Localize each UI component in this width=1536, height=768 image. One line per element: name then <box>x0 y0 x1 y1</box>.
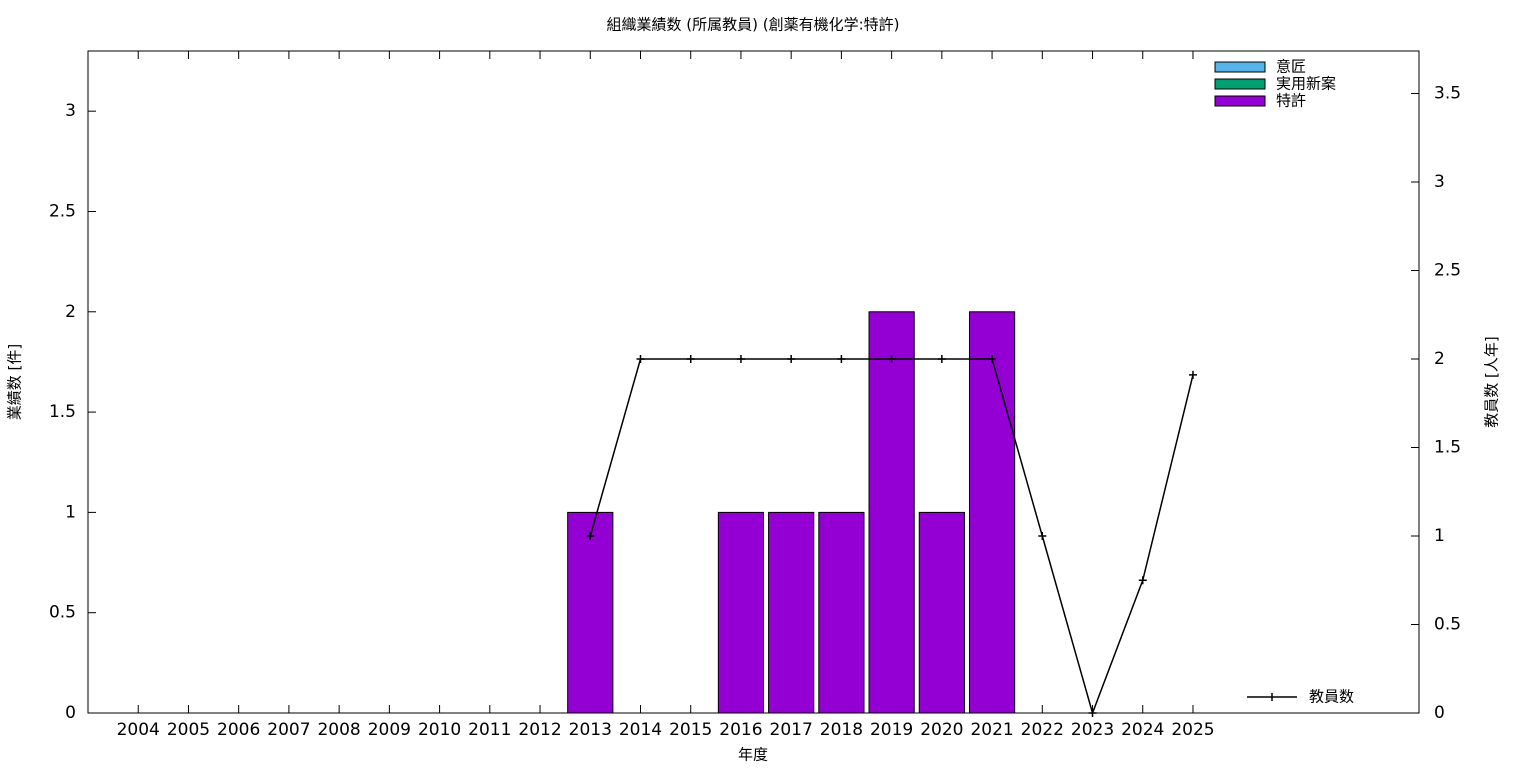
point-marker <box>937 354 946 363</box>
y-axis-label: 業績数 [件] <box>6 344 24 420</box>
x-tick-label: 2013 <box>569 720 612 740</box>
x-tick-label: 2012 <box>518 720 561 740</box>
x-tick-label: 2004 <box>117 720 160 740</box>
y-tick-label: 2.5 <box>49 201 76 221</box>
point-marker <box>736 354 745 363</box>
legend-label: 特許 <box>1276 92 1306 110</box>
x-tick-label: 2024 <box>1121 720 1164 740</box>
y2-tick-label: 2.5 <box>1434 260 1461 280</box>
y2-tick-label: 3 <box>1434 172 1445 192</box>
legend-swatch <box>1214 95 1266 107</box>
x-tick-label: 2009 <box>368 720 411 740</box>
y2-tick-label: 1.5 <box>1434 437 1461 457</box>
legend-swatch <box>1214 61 1266 73</box>
x-tick-label: 2021 <box>970 720 1013 740</box>
y-tick-label: 1.5 <box>49 402 76 422</box>
bar <box>818 511 865 714</box>
bar <box>868 311 915 714</box>
legend-swatch <box>1214 78 1266 90</box>
x-tick-label: 2014 <box>619 720 662 740</box>
legend-label: 実用新案 <box>1276 75 1336 93</box>
y-tick-label: 0.5 <box>49 603 76 623</box>
point-marker <box>586 531 595 540</box>
point-marker <box>1088 709 1097 717</box>
bar <box>968 311 1016 714</box>
y-tick-label: 2 <box>65 302 76 322</box>
point-marker <box>1188 370 1197 379</box>
y2-tick-label: 1 <box>1434 526 1445 546</box>
x-tick-label: 2017 <box>770 720 813 740</box>
point-marker <box>887 354 896 363</box>
point-marker <box>787 354 796 363</box>
x-tick-label: 2010 <box>418 720 461 740</box>
chart-title: 組織業績数 (所属教員) (創薬有機化学:特許) <box>607 16 900 34</box>
point-marker <box>1038 531 1047 540</box>
x-tick-label: 2023 <box>1071 720 1114 740</box>
x-tick-label: 2008 <box>317 720 360 740</box>
bar <box>567 511 614 714</box>
x-tick-label: 2015 <box>669 720 712 740</box>
point-marker <box>636 354 645 363</box>
x-axis-label: 年度 <box>738 746 768 764</box>
x-tick-label: 2016 <box>719 720 762 740</box>
point-marker <box>1138 576 1147 585</box>
y-tick-label: 1 <box>65 502 76 522</box>
legend-label: 意匠 <box>1276 58 1306 76</box>
point-marker <box>686 354 695 363</box>
point-marker <box>988 354 997 363</box>
legend-line <box>1247 693 1297 701</box>
y-tick-label: 0 <box>65 703 76 723</box>
x-tick-label: 2006 <box>217 720 260 740</box>
y2-tick-label: 0 <box>1434 703 1445 723</box>
legend-label: 教員数 <box>1309 688 1354 706</box>
x-tick-label: 2005 <box>167 720 210 740</box>
y-tick-label: 3 <box>65 101 76 121</box>
y2-tick-label: 2 <box>1434 349 1445 369</box>
y2-tick-label: 0.5 <box>1434 614 1461 634</box>
x-tick-label: 2022 <box>1021 720 1064 740</box>
y2-tick-label: 3.5 <box>1434 83 1461 103</box>
bar <box>768 511 815 714</box>
x-tick-label: 2011 <box>468 720 511 740</box>
point-marker <box>837 354 846 363</box>
y2-axis-label: 教員数 [人年] <box>1483 336 1501 427</box>
x-tick-label: 2025 <box>1171 720 1214 740</box>
x-tick-label: 2007 <box>267 720 310 740</box>
x-tick-label: 2020 <box>920 720 963 740</box>
x-tick-label: 2019 <box>870 720 913 740</box>
x-tick-label: 2018 <box>820 720 863 740</box>
bar <box>717 511 765 714</box>
bar <box>918 511 965 714</box>
